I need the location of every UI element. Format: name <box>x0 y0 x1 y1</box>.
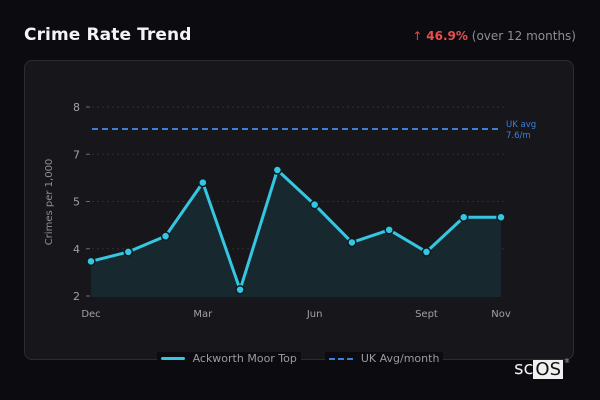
x-tick-label: Sept <box>415 309 438 320</box>
series-area-fill <box>91 170 501 297</box>
svg-text:7: 7 <box>73 148 80 161</box>
series-line <box>90 168 501 292</box>
x-tick-label: Nov <box>491 309 511 320</box>
registered-mark: ® <box>564 358 570 365</box>
dashed-line-swatch-icon <box>328 357 353 360</box>
svg-text:2: 2 <box>73 290 80 303</box>
logo-text-os: OS <box>533 359 563 380</box>
data-point[interactable] <box>347 237 357 248</box>
svg-text:8: 8 <box>73 101 80 114</box>
uk-average-annotation-value: 7.6/m <box>506 131 531 141</box>
change-period: (over 12 months) <box>471 29 576 43</box>
data-points <box>86 165 506 295</box>
x-axis: Dec Mar Jun Sept Nov <box>81 309 511 320</box>
data-point[interactable] <box>384 225 394 235</box>
solid-line-swatch-icon <box>160 357 185 360</box>
x-tick-label: Dec <box>81 309 100 320</box>
data-point[interactable] <box>86 256 96 267</box>
uk-average-annotation: UK avg <box>506 120 536 130</box>
data-point[interactable] <box>272 165 283 175</box>
scos-logo: sc OS ® <box>514 358 570 379</box>
chart-title: Crime Rate Trend <box>24 25 192 45</box>
x-tick-label: Mar <box>193 309 213 320</box>
chart-legend: Ackworth Moor Top UK Avg/month <box>0 352 600 365</box>
data-point[interactable] <box>160 231 171 241</box>
data-point[interactable] <box>458 212 469 222</box>
trend-up-arrow-icon: ↑ <box>412 29 423 43</box>
data-point[interactable] <box>421 247 432 257</box>
data-point[interactable] <box>496 212 506 222</box>
svg-text:4: 4 <box>73 243 80 256</box>
change-summary: ↑ 46.9% (over 12 months) <box>412 29 576 43</box>
svg-text:5: 5 <box>73 196 80 209</box>
legend-item-reference[interactable]: UK Avg/month <box>324 352 444 365</box>
data-point[interactable] <box>309 199 320 210</box>
change-percent: 46.9% <box>426 29 468 43</box>
y-axis: 2 4 5 7 8 <box>73 101 90 303</box>
legend-item-series[interactable]: Ackworth Moor Top <box>156 352 301 365</box>
data-point[interactable] <box>198 177 208 188</box>
legend-series-label: Ackworth Moor Top <box>192 352 297 365</box>
x-tick-label: Jun <box>306 309 323 320</box>
data-point[interactable] <box>235 284 245 295</box>
y-axis-label: Crimes per 1,000 <box>44 159 55 246</box>
legend-reference-label: UK Avg/month <box>360 352 440 365</box>
data-point[interactable] <box>123 247 134 257</box>
logo-text-sc: sc <box>514 358 534 379</box>
